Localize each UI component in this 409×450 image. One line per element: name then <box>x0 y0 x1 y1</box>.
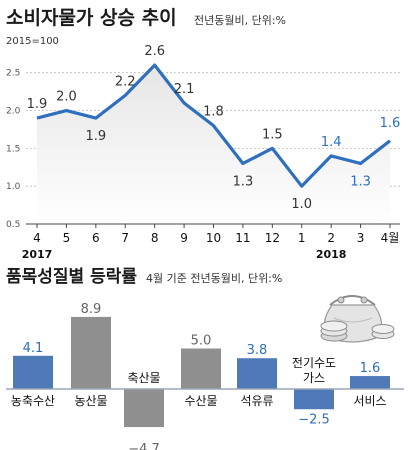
x-tick-label: 4 <box>33 231 41 245</box>
category-label: 전기수도 가스 <box>292 356 336 385</box>
bar <box>237 358 277 389</box>
data-label: 1.9 <box>27 97 48 112</box>
line-area-fill <box>37 65 390 224</box>
category-label: 석유류 <box>240 394 273 408</box>
data-label: 1.3 <box>233 174 254 189</box>
y-tick-label: 1.0 <box>6 182 21 192</box>
data-label: 2.6 <box>144 44 165 59</box>
y-tick-label: 0.5 <box>6 220 20 230</box>
x-tick-label: 7 <box>121 231 129 245</box>
x-tick-label: 1 <box>298 231 306 245</box>
line-chart-subtitle: 전년동월비, 단위:% <box>194 14 286 27</box>
bar <box>124 389 164 428</box>
bar-chart-title: 품목성질별 등락률 <box>6 266 137 287</box>
x-tick-label: 10 <box>206 231 221 245</box>
bar-series <box>13 316 390 428</box>
bar-chart-subtitle: 4월 기준 전년동월비, 단위:% <box>146 272 282 285</box>
x-tick-label: 11 <box>235 231 250 245</box>
year-label: 2017 <box>22 248 53 261</box>
y-tick-label: 1.5 <box>6 144 20 154</box>
bar-value-label: 1.6 <box>360 361 381 376</box>
bar <box>350 376 390 389</box>
x-tick-label: 6 <box>92 231 100 245</box>
data-label: 2.2 <box>115 74 136 89</box>
data-label: 1.3 <box>350 174 371 189</box>
x-tick-label: 5 <box>63 231 71 245</box>
bar-value-label: −2.5 <box>298 412 330 427</box>
line-value-labels: 1.9 2.0 1.9 2.2 2.6 2.1 1.8 1.3 1.5 1.0 1.4 1.3 1.6 <box>27 44 401 212</box>
bar-value-labels: 4.1 8.9 −4.7 5.0 3.8 −2.5 1.6 <box>23 302 381 450</box>
category-label: 서비스 <box>353 394 386 408</box>
bar-value-label: 5.0 <box>191 334 212 349</box>
data-label: 1.4 <box>321 135 342 150</box>
x-tick-label: 3 <box>357 231 365 245</box>
bar-value-label: 3.8 <box>247 343 268 358</box>
category-label: 농산물 <box>74 394 107 408</box>
data-label: 1.5 <box>262 127 283 142</box>
bar <box>71 316 111 389</box>
x-tick-label: 2 <box>327 231 335 245</box>
year-label: 2018 <box>316 248 347 261</box>
base-year-note: 2015=100 <box>6 36 59 47</box>
category-label: 축산물 <box>127 371 160 385</box>
data-label: 1.0 <box>291 197 312 212</box>
category-label: 수산물 <box>184 394 217 408</box>
y-tick-label: 2.0 <box>6 107 21 117</box>
data-label: 1.6 <box>380 116 401 131</box>
data-label: 1.8 <box>203 105 224 120</box>
line-chart-title: 소비자물가 상승 추이 <box>6 7 177 29</box>
data-label: 1.9 <box>85 129 106 144</box>
data-label: 2.0 <box>56 90 77 105</box>
line-y-ticks: 2.5 2.0 1.5 1.0 0.5 <box>6 69 21 230</box>
category-label: 농축수산 <box>11 394 55 408</box>
x-tick-label: 9 <box>180 231 188 245</box>
coins-icon <box>320 320 395 342</box>
bar <box>294 389 334 410</box>
data-label: 2.1 <box>174 82 195 97</box>
x-tick-label: 12 <box>265 231 280 245</box>
bar-value-label: 8.9 <box>81 302 102 317</box>
bar <box>181 348 221 389</box>
y-tick-label: 2.5 <box>6 69 20 79</box>
x-tick-label: 4월 <box>381 231 400 245</box>
bar <box>13 355 53 389</box>
x-tick-label: 8 <box>151 231 159 245</box>
series-line <box>36 63 391 188</box>
bar-value-label: −4.7 <box>128 442 160 450</box>
bar-value-label: 4.1 <box>23 341 44 356</box>
line-year-labels: 2017 2018 <box>22 248 347 261</box>
line-x-ticks: 4 5 6 7 8 9 10 11 12 1 2 3 4월 <box>33 224 399 245</box>
